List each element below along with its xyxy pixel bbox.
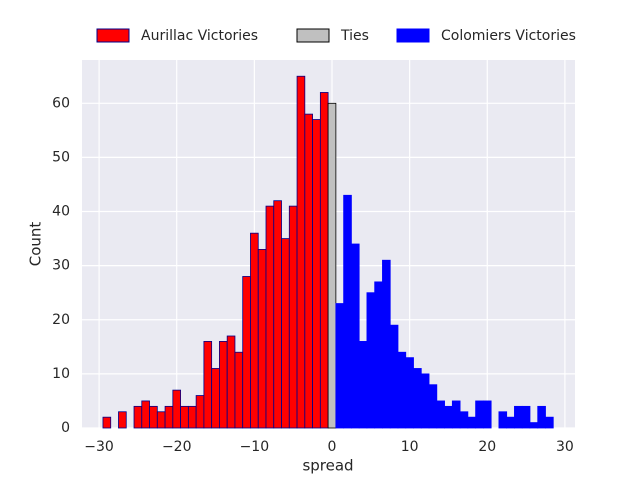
- histogram-bar: [187, 405, 197, 429]
- histogram-bar: [374, 281, 383, 429]
- y-tick-label: 20: [52, 312, 70, 328]
- histogram-bar: [545, 416, 554, 429]
- histogram-bar: [273, 200, 282, 429]
- histogram-bar: [529, 422, 539, 429]
- legend-swatch: [296, 28, 330, 43]
- histogram-bar: [257, 249, 267, 429]
- histogram-bar: [413, 368, 422, 429]
- histogram-bar: [475, 400, 484, 429]
- histogram-bar: [467, 416, 477, 429]
- y-axis-label: Count: [27, 222, 45, 267]
- histogram-bar: [102, 416, 112, 429]
- legend-label: Colomiers Victories: [441, 28, 576, 44]
- histogram-bar: [172, 389, 182, 429]
- histogram-bar: [234, 351, 244, 429]
- histogram-bar: [405, 357, 414, 429]
- y-tick-label: 10: [52, 366, 70, 382]
- legend-label: Aurillac Victories: [141, 28, 258, 44]
- x-tick-label: 0: [328, 439, 337, 455]
- histogram-bar: [226, 335, 236, 429]
- bars: [102, 75, 554, 429]
- histogram-bar: [382, 259, 391, 429]
- histogram-bar: [444, 405, 453, 429]
- histogram-bar: [506, 416, 515, 429]
- histogram-bar: [156, 411, 166, 429]
- histogram-bar: [436, 400, 445, 429]
- x-tick-label: 20: [478, 439, 496, 455]
- y-tick-label: 0: [61, 420, 70, 436]
- x-tick-label: 10: [401, 439, 419, 455]
- histogram-bar: [195, 395, 205, 429]
- histogram-bar: [397, 351, 407, 429]
- histogram-bar: [281, 238, 290, 429]
- histogram-bar: [203, 341, 213, 429]
- histogram-bar: [312, 119, 321, 429]
- x-axis-label: spread: [302, 457, 353, 475]
- histogram-bar: [521, 405, 531, 429]
- histogram-bar: [327, 102, 337, 429]
- y-tick-label: 40: [52, 204, 70, 220]
- histogram-bar: [288, 205, 298, 429]
- histogram-bar: [242, 276, 251, 429]
- histogram-bar: [459, 411, 469, 429]
- histogram-bar: [304, 113, 313, 429]
- histogram-bar: [498, 411, 508, 429]
- histogram-bar: [219, 341, 228, 429]
- x-tick-label: −30: [84, 439, 114, 455]
- histogram-bar: [149, 405, 158, 429]
- histogram-bar: [319, 92, 329, 429]
- histogram-bar: [451, 400, 461, 429]
- histogram-bar: [343, 194, 352, 429]
- y-tick-label: 60: [52, 95, 70, 111]
- histogram-bar: [164, 405, 174, 429]
- histogram-bar: [118, 411, 127, 429]
- x-tick-label: 30: [556, 439, 574, 455]
- histogram-bar: [335, 303, 345, 429]
- legend-swatch: [96, 28, 130, 43]
- histogram-bar: [514, 405, 523, 429]
- histogram-bar: [389, 324, 399, 429]
- histogram-bar: [296, 75, 306, 429]
- histogram-bar: [250, 232, 259, 429]
- y-tick-label: 30: [52, 258, 70, 274]
- histogram-bar: [366, 292, 376, 429]
- histogram-bar: [211, 368, 220, 429]
- x-tick-label: −10: [240, 439, 270, 455]
- histogram-bar: [482, 400, 492, 429]
- histogram-bar: [133, 405, 143, 429]
- histogram-bar: [420, 373, 430, 429]
- histogram-bar: [351, 243, 360, 429]
- legend-swatch: [396, 28, 430, 43]
- y-tick-label: 50: [52, 149, 70, 165]
- x-tick-label: −20: [162, 439, 192, 455]
- histogram-bar: [180, 405, 189, 429]
- legend-label: Ties: [340, 28, 369, 44]
- histogram-bar: [265, 205, 275, 429]
- histogram-bar: [141, 400, 150, 429]
- histogram-bar: [537, 405, 546, 429]
- histogram-bar: [428, 384, 438, 429]
- histogram-bar: [358, 341, 368, 429]
